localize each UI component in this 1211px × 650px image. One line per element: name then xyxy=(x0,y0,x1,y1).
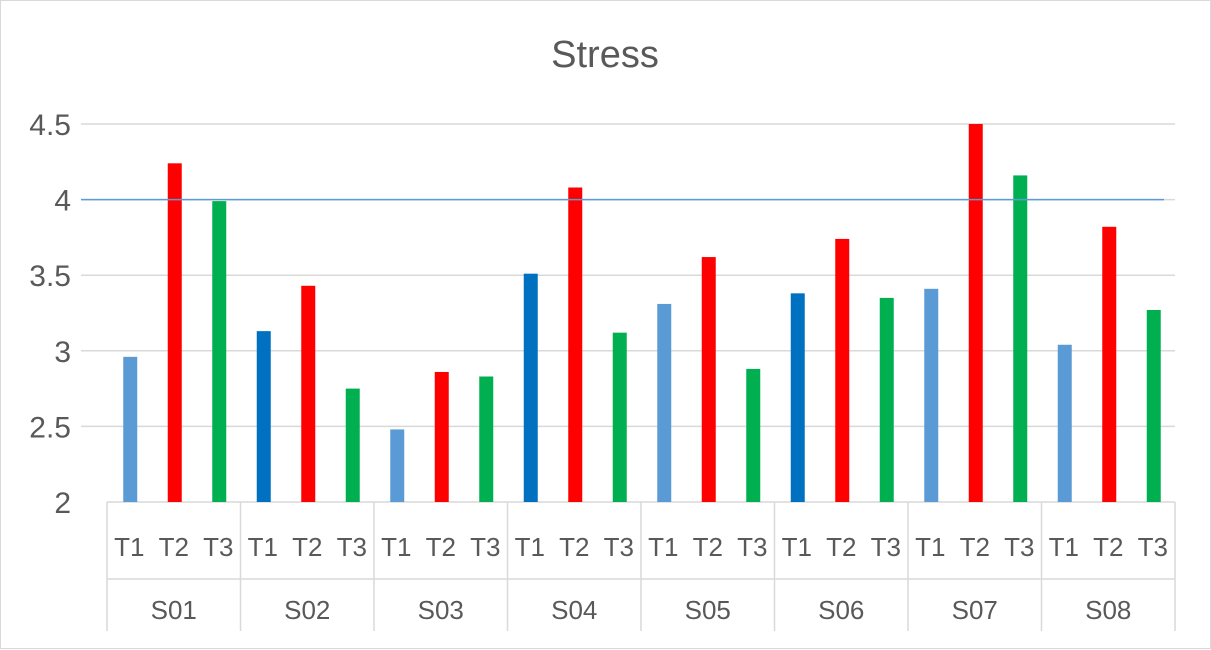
x-tick-label: T3 xyxy=(203,532,233,562)
bar-S04-T1 xyxy=(523,273,538,502)
bar-S01-T1 xyxy=(123,356,138,502)
bar-S01-T3 xyxy=(212,201,227,502)
x-tick-label: T1 xyxy=(648,532,678,562)
group-label: S05 xyxy=(685,595,731,625)
x-tick-label: T3 xyxy=(737,532,767,562)
bar-S06-T3 xyxy=(879,297,894,502)
x-tick-label: T3 xyxy=(337,532,367,562)
bar-S08-T1 xyxy=(1057,344,1072,502)
x-tick-label: T1 xyxy=(114,532,144,562)
x-tick-label: T2 xyxy=(960,532,990,562)
bar-S03-T3 xyxy=(479,376,494,502)
group-label: S06 xyxy=(818,595,864,625)
x-tick-label: T2 xyxy=(1093,532,1123,562)
x-tick-label: T1 xyxy=(515,532,545,562)
x-tick-label: T1 xyxy=(1049,532,1079,562)
x-tick-label: T3 xyxy=(604,532,634,562)
x-tick-label: T1 xyxy=(381,532,411,562)
y-tick-label: 4.5 xyxy=(29,109,71,142)
chart-title: Stress xyxy=(551,34,659,76)
bar-S07-T1 xyxy=(924,288,939,502)
x-tick-label: T3 xyxy=(1004,532,1034,562)
group-label: S03 xyxy=(418,595,464,625)
gridlines xyxy=(81,123,1175,428)
bar-S05-T2 xyxy=(701,257,716,502)
bar-S07-T2 xyxy=(968,124,983,502)
x-tick-label: T2 xyxy=(559,532,589,562)
x-tick-label: T2 xyxy=(826,532,856,562)
y-tick-label: 2.5 xyxy=(29,411,71,444)
group-label: S07 xyxy=(952,595,998,625)
bar-S03-T1 xyxy=(390,429,405,502)
bar-S02-T1 xyxy=(256,331,271,502)
y-tick-label: 3 xyxy=(54,336,71,369)
bar-S06-T2 xyxy=(835,238,850,503)
group-label: S01 xyxy=(151,595,197,625)
group-label: S08 xyxy=(1085,595,1131,625)
x-tick-label: T3 xyxy=(871,532,901,562)
y-tick-label: 3.5 xyxy=(29,260,71,293)
x-tick-label: T1 xyxy=(248,532,278,562)
bar-S03-T2 xyxy=(434,371,449,502)
bar-S04-T3 xyxy=(612,332,627,502)
x-tick-label: T3 xyxy=(1138,532,1168,562)
x-tick-label: T3 xyxy=(470,532,500,562)
bars xyxy=(123,124,1161,503)
y-tick-label: 2 xyxy=(54,487,71,520)
bar-S01-T2 xyxy=(167,163,182,502)
x-tick-label: T1 xyxy=(915,532,945,562)
x-tick-label: T2 xyxy=(693,532,723,562)
group-label: S04 xyxy=(551,595,597,625)
group-label: S02 xyxy=(284,595,330,625)
bar-S05-T1 xyxy=(657,303,672,502)
bar-S04-T2 xyxy=(568,187,583,502)
bar-S07-T3 xyxy=(1013,175,1028,502)
x-tick-label: T2 xyxy=(292,532,322,562)
bar-S06-T1 xyxy=(790,293,805,502)
x-tick-label: T1 xyxy=(782,532,812,562)
y-tick-label: 4 xyxy=(54,185,71,218)
axis-labels: 2 2.5 3 3.5 4 4.5 T1 T2 T3 S01 T1 T2 T3 S02 T1 T2 T3 S03 T… xyxy=(29,109,1168,625)
bar-S02-T3 xyxy=(345,388,360,502)
x-tick-label: T2 xyxy=(159,532,189,562)
x-tick-label: T2 xyxy=(426,532,456,562)
bar-S02-T2 xyxy=(301,285,316,502)
bar-S08-T3 xyxy=(1146,309,1161,502)
bar-S08-T2 xyxy=(1102,226,1117,503)
category-axis xyxy=(106,501,1176,631)
bar-S05-T3 xyxy=(746,368,761,502)
